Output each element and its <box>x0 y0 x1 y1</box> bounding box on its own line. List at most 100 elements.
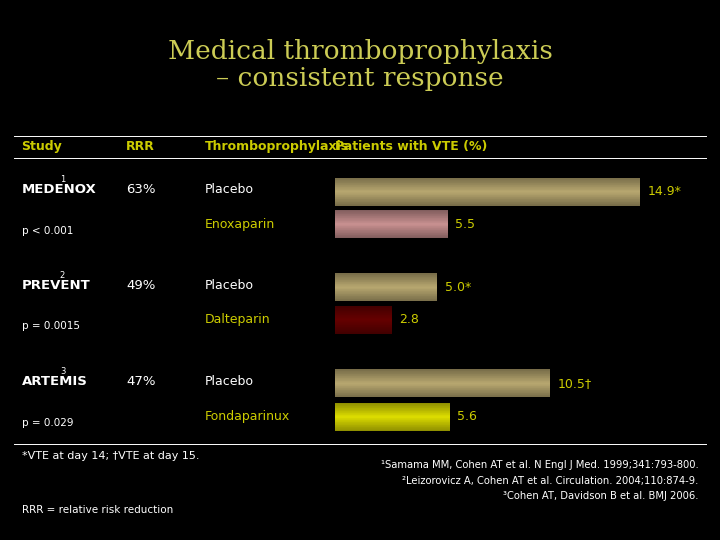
Bar <box>335 370 550 371</box>
Bar <box>335 281 437 282</box>
Text: 3: 3 <box>60 367 66 376</box>
Text: PREVENT: PREVENT <box>22 279 90 292</box>
Bar <box>335 407 450 408</box>
Bar <box>335 395 550 396</box>
Bar <box>335 315 392 316</box>
Bar <box>335 430 450 431</box>
Bar <box>335 274 437 275</box>
Bar <box>335 291 437 292</box>
Bar <box>335 403 450 404</box>
Bar <box>335 307 392 308</box>
Bar <box>335 218 448 219</box>
Bar <box>335 306 392 307</box>
Bar <box>335 391 550 392</box>
Text: 14.9*: 14.9* <box>647 185 681 198</box>
Text: p = 0.029: p = 0.029 <box>22 418 73 428</box>
Bar <box>335 377 550 378</box>
Bar <box>335 318 392 319</box>
Bar <box>335 414 450 415</box>
Bar <box>335 222 448 224</box>
Bar <box>335 278 437 279</box>
Text: Placebo: Placebo <box>205 183 254 196</box>
Bar <box>335 189 640 190</box>
Bar <box>335 290 437 291</box>
Bar <box>335 308 392 309</box>
Text: Placebo: Placebo <box>205 279 254 292</box>
Bar <box>335 429 450 430</box>
Bar <box>335 422 450 423</box>
Bar <box>335 383 550 384</box>
Bar <box>335 213 448 214</box>
Text: Placebo: Placebo <box>205 375 254 388</box>
Bar <box>335 185 640 186</box>
Bar <box>335 204 640 205</box>
Bar <box>335 192 640 193</box>
Bar <box>335 428 450 429</box>
Bar <box>335 228 448 229</box>
Bar <box>335 279 437 280</box>
Bar <box>335 195 640 196</box>
Bar <box>335 297 437 298</box>
Bar <box>335 324 392 325</box>
Bar <box>335 384 550 385</box>
Bar <box>335 210 448 211</box>
Bar <box>335 212 448 213</box>
Bar <box>335 404 450 405</box>
Bar <box>335 413 450 414</box>
Bar <box>335 333 392 334</box>
Text: 2: 2 <box>60 271 65 280</box>
Bar <box>335 327 392 328</box>
Bar <box>335 178 640 179</box>
Bar <box>335 388 550 389</box>
Bar <box>335 225 448 226</box>
Text: 47%: 47% <box>126 375 156 388</box>
Bar <box>335 373 550 374</box>
Text: 5.5: 5.5 <box>455 218 474 231</box>
Bar <box>335 386 550 387</box>
Bar <box>335 182 640 183</box>
Bar <box>335 381 550 382</box>
Bar <box>335 275 437 276</box>
Bar <box>335 293 437 294</box>
Bar <box>335 382 550 383</box>
Bar <box>335 233 448 234</box>
Bar <box>335 405 450 406</box>
Bar <box>335 380 550 381</box>
Text: ²Leizorovicz A, Cohen AT et al. Circulation. 2004;110:874-9.: ²Leizorovicz A, Cohen AT et al. Circulat… <box>402 476 698 487</box>
Bar <box>335 330 392 331</box>
Bar <box>335 214 448 215</box>
Bar <box>335 180 640 181</box>
Bar <box>335 231 448 232</box>
Bar <box>335 416 450 417</box>
Bar <box>335 190 640 191</box>
Text: 5.6: 5.6 <box>457 410 477 423</box>
Bar <box>335 389 550 390</box>
Bar <box>335 385 550 386</box>
Text: 10.5†: 10.5† <box>557 377 592 390</box>
Bar <box>335 417 450 418</box>
Bar <box>335 328 392 329</box>
Bar <box>335 292 437 293</box>
Bar <box>335 314 392 315</box>
Bar <box>335 396 550 397</box>
Bar <box>335 221 448 222</box>
Bar <box>335 379 550 380</box>
Text: 63%: 63% <box>126 183 156 196</box>
Bar <box>335 226 448 227</box>
Bar <box>335 283 437 284</box>
Bar <box>335 200 640 201</box>
Bar <box>335 312 392 313</box>
Bar <box>335 285 437 286</box>
Bar <box>335 296 437 297</box>
Bar <box>335 219 448 220</box>
Bar <box>335 284 437 285</box>
Text: *VTE at day 14; †VTE at day 15.: *VTE at day 14; †VTE at day 15. <box>22 451 199 461</box>
Bar <box>335 408 450 409</box>
Bar <box>335 420 450 421</box>
Bar <box>335 374 550 375</box>
Bar <box>335 197 640 198</box>
Bar <box>335 423 450 424</box>
Text: 5.0*: 5.0* <box>444 281 471 294</box>
Bar <box>335 332 392 333</box>
Bar <box>335 300 437 301</box>
